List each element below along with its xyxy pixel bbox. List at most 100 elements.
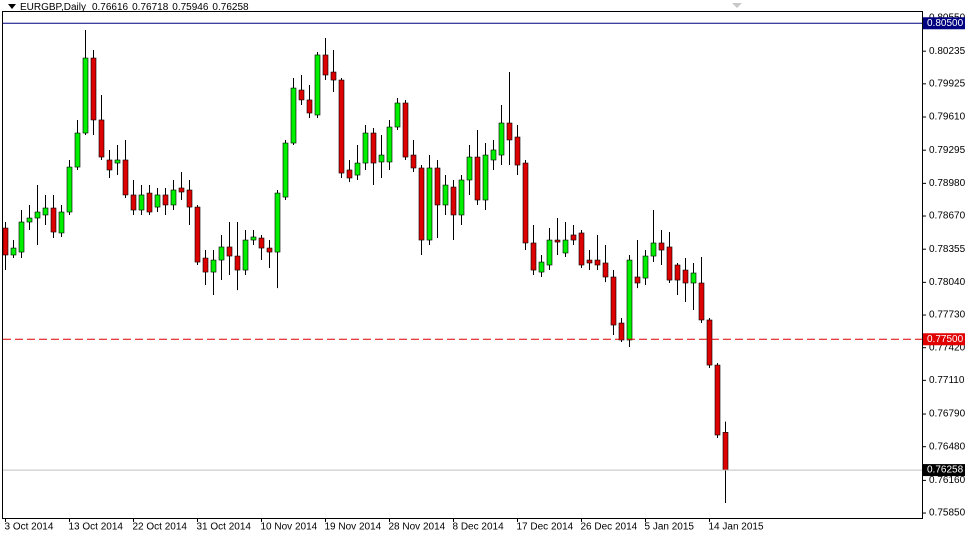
y-tick-label: 0.77420 — [929, 342, 966, 353]
candle-body — [554, 239, 561, 243]
candle-body — [722, 432, 729, 471]
candle-body — [122, 159, 129, 196]
candle-body — [466, 156, 473, 181]
candle-body — [354, 162, 361, 176]
candle-body — [562, 239, 569, 254]
menu-arrow[interactable] — [8, 4, 16, 9]
header-open: 0.76616 — [92, 2, 129, 13]
y-tick-label: 0.78355 — [929, 244, 966, 255]
y-tick-label: 0.78980 — [929, 178, 966, 189]
x-tick-label: 13 Oct 2014 — [69, 522, 124, 533]
candle-body — [658, 242, 665, 251]
candle-body — [458, 179, 465, 216]
candle-body — [538, 261, 545, 273]
y-tick-label: 0.79610 — [929, 112, 966, 123]
candle-body — [218, 246, 225, 261]
y-tick-label: 0.76790 — [929, 409, 966, 420]
candle-body — [410, 154, 417, 169]
candle-body — [178, 187, 185, 193]
candle-body — [594, 259, 601, 266]
candle-body — [26, 217, 33, 223]
y-tick-label: 0.77110 — [929, 375, 965, 386]
candle-body — [626, 259, 633, 341]
candle-body — [690, 272, 697, 284]
candle-body — [674, 264, 681, 281]
candle-body — [586, 259, 593, 264]
candle-body — [58, 211, 65, 234]
candle-body — [426, 167, 433, 241]
candle-body — [474, 156, 481, 201]
candle-body — [226, 246, 233, 257]
candle-body — [714, 364, 721, 436]
price-tag — [923, 333, 965, 346]
candle-body — [234, 255, 241, 271]
candle-body — [482, 154, 489, 201]
candle-body — [490, 149, 497, 161]
candle-body — [402, 102, 409, 158]
header-low: 0.75946 — [172, 2, 209, 13]
x-tick-label: 22 Oct 2014 — [133, 522, 188, 533]
candle-body — [570, 234, 577, 241]
candle-body — [298, 89, 305, 101]
header: EURGBP,Daily 0.76616 0.76718 0.75946 0.76258 — [20, 2, 249, 13]
candle-body — [330, 71, 337, 81]
header-high: 0.76718 — [132, 2, 169, 13]
candle-body — [282, 142, 289, 198]
scroll-marker — [732, 3, 742, 8]
candle-body — [418, 167, 425, 241]
candle-body — [450, 186, 457, 216]
candle-body — [434, 167, 441, 206]
x-tick-label: 17 Dec 2014 — [517, 522, 574, 533]
candle-body — [194, 206, 201, 263]
y-tick-label: 0.76480 — [929, 441, 966, 452]
candle-body — [634, 276, 641, 284]
candle-body — [186, 189, 193, 208]
candle-body — [90, 57, 97, 121]
candle-body — [378, 154, 385, 163]
candle-body — [146, 192, 153, 213]
header-close: 0.76258 — [212, 2, 249, 13]
candle-body — [98, 119, 105, 158]
candle-body — [34, 211, 41, 219]
candle-body — [10, 247, 17, 256]
x-tick-label: 19 Nov 2014 — [325, 522, 382, 533]
candle-body — [42, 207, 49, 216]
price-tag-label: 0.76258 — [927, 465, 964, 476]
candle-body — [498, 122, 505, 156]
x-tick-label: 5 Jan 2015 — [645, 522, 695, 533]
candle-body — [154, 194, 161, 208]
x-tick-label: 8 Dec 2014 — [453, 522, 505, 533]
candle-body — [666, 246, 673, 281]
candle-body — [162, 194, 169, 206]
candle-body — [242, 239, 249, 271]
candle-body — [506, 122, 513, 141]
y-tick-label: 0.79925 — [929, 78, 966, 89]
x-tick-label: 28 Nov 2014 — [389, 522, 446, 533]
candle-body — [682, 269, 689, 284]
candle-body — [618, 322, 625, 341]
candle-body — [578, 232, 585, 266]
price-tag — [923, 17, 965, 30]
candle-body — [314, 54, 321, 116]
candle-body — [50, 207, 57, 233]
candle-body — [610, 276, 617, 326]
y-tick-label: 0.75850 — [929, 508, 966, 519]
price-tag — [923, 464, 965, 477]
header-title: EURGBP,Daily — [20, 2, 86, 13]
candle-body — [82, 57, 89, 134]
x-tick-label: 26 Dec 2014 — [581, 522, 638, 533]
candle-body — [394, 102, 401, 128]
candle-body — [306, 99, 313, 114]
price-tag-label: 0.80500 — [927, 18, 964, 29]
x-tick-label: 14 Jan 2015 — [709, 522, 764, 533]
candle-body — [370, 132, 377, 164]
y-tick-label: 0.79295 — [929, 145, 966, 156]
candle-body — [258, 237, 265, 249]
candle-body — [338, 79, 345, 174]
candle-body — [250, 236, 257, 241]
candle-body — [210, 259, 217, 273]
candle-body — [74, 132, 81, 168]
